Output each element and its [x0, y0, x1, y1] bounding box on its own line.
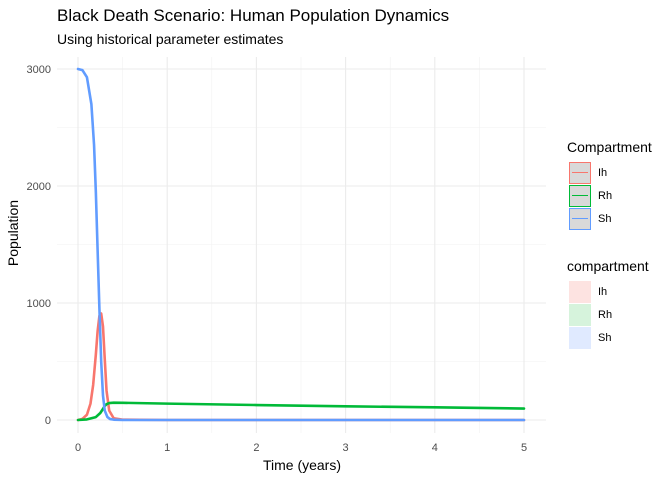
series-line-sh [76, 67, 526, 422]
legend-key-line [572, 195, 588, 196]
x-tick-label: 2 [253, 442, 259, 454]
legend-key-line [572, 218, 588, 219]
x-axis-title: Time (years) [263, 457, 341, 473]
x-tick-label: 3 [343, 442, 349, 454]
grid [57, 57, 546, 433]
legend-key-line [572, 172, 588, 173]
axis-ticks: 0 1 2 3 4 5 0 1000 2000 3000 [27, 64, 528, 454]
legend-key-ih [569, 162, 591, 184]
legend-compartment-title: Compartment [567, 139, 652, 155]
legend-key-rh [569, 185, 591, 207]
y-tick-label: 3000 [27, 64, 51, 76]
x-tick-label: 5 [521, 442, 527, 454]
legend-fill-key-ih [569, 281, 591, 303]
series-line-rh [76, 401, 526, 422]
y-tick-label: 0 [45, 415, 51, 427]
x-tick-label: 4 [432, 442, 438, 454]
legend-fill-key-rh [569, 304, 591, 326]
legend-label-ih: Ih [598, 167, 608, 179]
legend-fill-label-ih: Ih [598, 286, 608, 298]
legend-fill-key-sh [569, 327, 591, 349]
x-tick-label: 1 [164, 442, 170, 454]
series-lines [76, 67, 526, 422]
y-tick-label: 1000 [27, 298, 51, 310]
legend-fill-label-rh: Rh [598, 309, 613, 321]
chart-title: Black Death Scenario: Human Population D… [57, 6, 450, 25]
legend-compartment-fill-title: compartment [567, 258, 649, 274]
y-axis-title: Population [5, 200, 21, 266]
legend-key-sh [569, 208, 591, 230]
chart-subtitle: Using historical parameter estimates [57, 31, 284, 47]
y-tick-label: 2000 [27, 181, 51, 193]
x-tick-label: 0 [75, 442, 81, 454]
legend-fill-label-sh: Sh [598, 332, 612, 344]
legend-label-rh: Rh [598, 190, 613, 202]
legend-label-sh: Sh [598, 213, 612, 225]
